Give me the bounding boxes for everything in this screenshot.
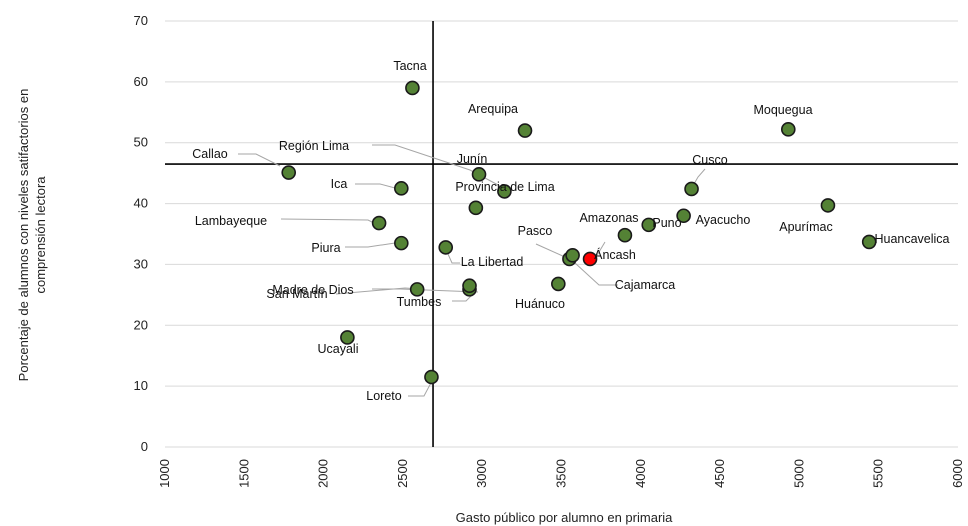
- point-apurimac: [820, 198, 836, 213]
- y-tick-label: 70: [134, 13, 148, 28]
- label-puno: Puno: [652, 216, 681, 230]
- leader-madre-de-dios: [372, 288, 479, 293]
- point-amazonas: [617, 227, 633, 243]
- label-provincia-de-lima: Provincia de Lima: [455, 180, 554, 194]
- x-tick-label: 3500: [554, 459, 569, 488]
- point-huancavelica: [861, 234, 877, 250]
- y-tick-label: 0: [141, 439, 148, 454]
- point-puno: [641, 217, 657, 233]
- label-region-lima: Región Lima: [279, 139, 349, 153]
- point-lambayeque: [371, 215, 387, 231]
- label-moquegua: Moquegua: [753, 103, 812, 117]
- point-arequipa: [517, 123, 533, 138]
- point-piura: [394, 235, 409, 251]
- y-axis-title-line-1: Porcentaje de alumnos con niveles satifa…: [16, 89, 31, 382]
- label-huanuco: Huánuco: [515, 297, 565, 311]
- label-cusco: Cusco: [692, 153, 727, 167]
- leader-cusco: [693, 168, 706, 185]
- point-la-libertad: [438, 240, 454, 255]
- x-tick-label: 2000: [316, 459, 331, 488]
- x-tick-label: 5500: [871, 459, 886, 488]
- label-callao: Callao: [192, 147, 227, 161]
- label-ancash: Áncash: [594, 247, 636, 262]
- x-tick-label: 1000: [157, 459, 172, 488]
- label-ica: Ica: [331, 177, 348, 191]
- point-callao: [281, 165, 297, 180]
- x-tick-labels: 1000 1500 2000 2500 3000 3500 4000 4500 5000 5500…: [157, 459, 965, 488]
- point-ucayali: [340, 330, 355, 345]
- y-tick-label: 10: [134, 378, 148, 393]
- grid-lines: [165, 20, 958, 448]
- label-piura: Piura: [311, 241, 340, 255]
- point-ica: [394, 181, 409, 196]
- y-tick-labels: 0 10 20 30 40 50 60 70: [134, 13, 148, 454]
- y-tick-label: 20: [134, 317, 148, 332]
- label-apurimac: Apurímac: [779, 220, 833, 234]
- label-pasco: Pasco: [518, 224, 553, 238]
- y-tick-label: 50: [134, 135, 148, 150]
- point-cusco: [684, 181, 699, 197]
- leader-piura: [345, 242, 396, 248]
- label-lambayeque: Lambayeque: [195, 214, 267, 228]
- point-moquegua: [780, 122, 796, 137]
- x-tick-label: 6000: [950, 459, 965, 488]
- y-tick-label: 40: [134, 196, 148, 211]
- point-ancash: [582, 251, 598, 267]
- point-provincia-de-lima: [468, 200, 484, 216]
- label-ayacucho: Ayacucho: [696, 213, 751, 227]
- leader-lambayeque: [280, 218, 375, 224]
- leader-ica: [355, 183, 396, 189]
- leader-callao: [238, 153, 281, 167]
- point-cajamarca: [565, 248, 580, 263]
- label-tumbes: Tumbes: [397, 295, 442, 309]
- point-ayacucho: [676, 208, 691, 224]
- label-amazonas: Amazonas: [579, 211, 638, 225]
- x-tick-label: 5000: [791, 459, 806, 488]
- x-axis-title: Gasto público por alumno en primaria: [456, 510, 674, 525]
- point-tacna: [405, 80, 420, 96]
- x-tick-label: 4500: [712, 459, 727, 488]
- x-tick-label: 3000: [474, 459, 489, 488]
- point-junin: [471, 167, 487, 182]
- point-huanuco: [551, 276, 566, 292]
- label-madre-de-dios: Madre de Dios: [272, 283, 353, 297]
- reference-axes: [165, 21, 958, 447]
- label-la-libertad: La Libertad: [461, 255, 524, 269]
- label-cajamarca: Cajamarca: [615, 278, 675, 292]
- y-tick-label: 30: [134, 256, 148, 271]
- point-tumbes: [462, 278, 477, 294]
- y-axis-title: Porcentaje de alumnos con niveles satifa…: [16, 89, 48, 382]
- label-huancavelica: Huancavelica: [874, 232, 949, 246]
- x-tick-label: 2500: [395, 459, 410, 488]
- label-san-martin: San Martín: [266, 287, 327, 301]
- label-loreto: Loreto: [366, 389, 401, 403]
- leader-la-libertad: [447, 253, 460, 264]
- point-madre-de-dios: [409, 282, 425, 297]
- point-region-lima: [497, 184, 512, 199]
- y-axis-title-line-2: comprensión lectora: [33, 176, 48, 294]
- label-tacna: Tacna: [393, 59, 426, 73]
- point-loreto: [424, 369, 439, 385]
- data-points: [281, 80, 877, 385]
- x-tick-label: 1500: [236, 459, 251, 488]
- leader-cajamarca: [574, 262, 618, 286]
- leader-loreto: [408, 378, 434, 397]
- x-tick-label: 4000: [633, 459, 648, 488]
- label-ucayali: Ucayali: [318, 342, 359, 356]
- leader-pasco: [535, 243, 566, 258]
- point-labels: Tacna Arequipa Moquegua Callao Región Lima Ju…: [192, 59, 949, 403]
- label-junin: Junín: [457, 152, 488, 166]
- label-arequipa: Arequipa: [468, 102, 518, 116]
- y-tick-label: 60: [134, 74, 148, 89]
